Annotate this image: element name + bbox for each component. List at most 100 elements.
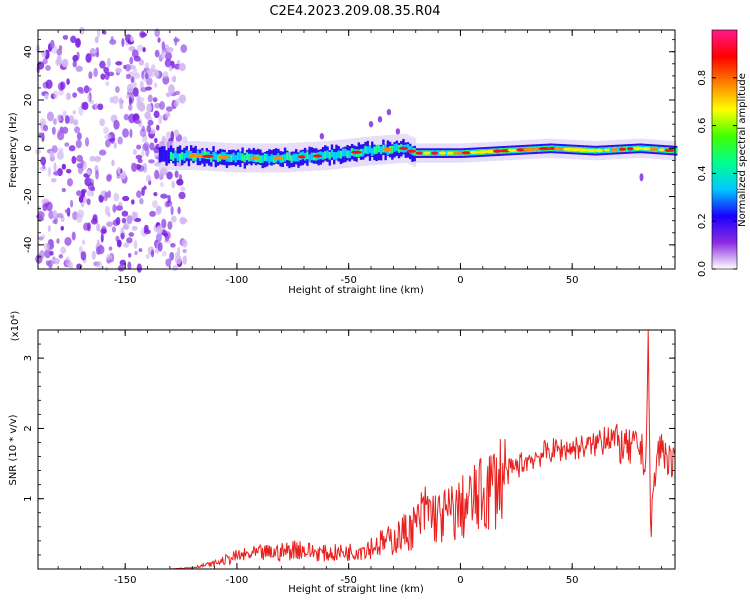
spectrogram-signal-track: [158, 108, 678, 182]
noise-speckle: [58, 89, 64, 96]
noise-speckle: [85, 137, 90, 147]
track-inner: [236, 152, 240, 161]
noise-speckle: [53, 170, 60, 176]
noise-speckle: [115, 205, 123, 211]
spectrogram-frame: [37, 29, 676, 270]
noise-speckle: [161, 41, 166, 51]
noise-speckle: [71, 155, 77, 164]
track-inner: [265, 153, 269, 162]
noise-speckle: [86, 190, 92, 197]
noise-speckle: [86, 198, 91, 206]
track-inner: [386, 147, 389, 156]
track-peak: [298, 155, 306, 159]
noise-speckle: [136, 144, 142, 150]
snr-series-line: [38, 329, 676, 570]
noise-speckle: [61, 187, 67, 193]
noise-speckle: [131, 225, 138, 231]
track-inner: [201, 150, 204, 159]
track-core: [163, 146, 166, 162]
colorbar: 0.0 0.2 0.4 0.6 0.8 Normalized spectral ampl…: [697, 29, 748, 277]
noise-speckle: [123, 242, 129, 248]
noise-speckle: [76, 154, 84, 163]
snr-frame: [37, 329, 676, 570]
track-inner: [346, 150, 349, 159]
track-peak: [398, 146, 409, 150]
track-inner: [337, 150, 340, 159]
noise-speckle: [44, 248, 51, 259]
track-inner: [169, 151, 173, 160]
noise-speckle: [60, 81, 66, 90]
noise-speckle: [110, 35, 114, 42]
track-peak: [461, 151, 471, 155]
noise-speckle: [153, 192, 158, 197]
track-inner: [675, 147, 678, 154]
noise-speckle: [132, 87, 139, 97]
noise-speckle: [45, 79, 53, 90]
track-peak: [586, 148, 597, 153]
noise-speckle: [86, 169, 91, 176]
figure-title: C2E4.2023.209.08.35.R04: [269, 4, 440, 19]
track-peak: [217, 155, 230, 159]
track-inner: [364, 145, 367, 154]
noise-speckle: [146, 116, 153, 121]
noise-speckle: [103, 126, 109, 135]
noise-speckle: [141, 125, 145, 132]
noise-speckle: [171, 75, 177, 83]
track-inner: [377, 144, 380, 153]
noise-speckle: [145, 174, 152, 183]
noise-speckle: [156, 205, 162, 214]
noise-speckle: [121, 217, 127, 224]
track-inner: [657, 146, 660, 153]
noise-speckle: [95, 52, 100, 58]
noise-speckle: [137, 158, 143, 163]
noise-speckle: [172, 265, 179, 272]
noise-speckle: [76, 51, 80, 60]
track-inner: [333, 152, 336, 160]
noise-speckle: [136, 263, 142, 273]
noise-speckle: [162, 75, 170, 85]
track-inner: [290, 155, 293, 163]
streak-blob: [395, 128, 401, 135]
noise-speckle: [149, 68, 156, 78]
noise-speckle: [146, 124, 152, 133]
track-inner: [232, 152, 235, 161]
noise-speckle: [180, 44, 188, 53]
noise-speckle: [72, 110, 77, 115]
noise-speckle: [65, 168, 72, 174]
noise-speckle: [181, 239, 188, 248]
noise-speckle: [134, 119, 141, 124]
noise-speckle: [173, 129, 180, 137]
noise-speckle: [87, 182, 95, 191]
noise-speckle: [146, 103, 152, 113]
track-peak: [658, 148, 665, 152]
track-inner: [366, 146, 369, 155]
spectrogram-x-ticks: -150 -100 -50 0 50: [57, 30, 662, 286]
track-inner: [194, 153, 197, 161]
noise-speckle: [131, 162, 137, 172]
noise-speckle: [141, 150, 145, 158]
noise-speckle: [82, 239, 86, 246]
track-inner: [375, 146, 378, 154]
noise-speckle: [148, 159, 155, 164]
noise-speckle: [46, 111, 55, 122]
track-peak: [187, 153, 197, 158]
track-peak: [350, 150, 363, 154]
noise-speckle: [113, 192, 120, 202]
noise-speckle: [104, 205, 110, 216]
colorbar-tick-label: 0.2: [697, 213, 708, 229]
noise-speckle: [142, 46, 146, 53]
noise-speckle: [128, 232, 135, 237]
noise-speckle: [147, 94, 153, 103]
noise-speckle: [135, 154, 143, 160]
noise-speckle: [154, 49, 160, 58]
track-core: [158, 147, 162, 163]
noise-speckle: [170, 130, 174, 141]
track-peak: [469, 150, 478, 154]
noise-speckle: [106, 71, 115, 77]
noise-speckle: [70, 199, 74, 208]
colorbar-gradient: [711, 29, 738, 270]
streak-blob: [639, 173, 644, 182]
noise-speckle: [108, 246, 113, 251]
noise-speckle: [174, 170, 179, 178]
noise-speckle: [56, 238, 60, 244]
